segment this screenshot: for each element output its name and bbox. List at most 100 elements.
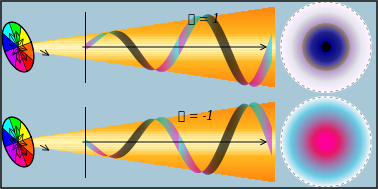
Circle shape [307,28,345,66]
Circle shape [297,18,355,76]
Circle shape [284,5,368,89]
Circle shape [291,107,361,177]
Circle shape [325,46,327,48]
Circle shape [310,31,342,63]
Circle shape [304,120,348,164]
Circle shape [318,39,334,55]
Circle shape [288,104,364,180]
Circle shape [314,131,338,153]
Circle shape [306,27,346,67]
Circle shape [311,127,341,157]
Circle shape [300,21,352,73]
Circle shape [317,133,335,151]
Circle shape [288,9,364,85]
Circle shape [304,25,348,69]
Circle shape [288,104,364,180]
Circle shape [285,6,367,88]
Circle shape [285,101,367,184]
Circle shape [287,8,365,86]
Circle shape [305,26,347,67]
Circle shape [294,15,358,79]
Circle shape [288,9,364,85]
Circle shape [305,26,347,68]
Circle shape [324,45,328,49]
Circle shape [282,98,370,186]
Circle shape [308,29,344,65]
Circle shape [319,135,333,149]
Circle shape [301,117,351,167]
Circle shape [311,127,341,157]
Circle shape [289,105,363,179]
Circle shape [283,99,369,185]
Circle shape [282,98,370,186]
Circle shape [287,7,366,87]
Circle shape [317,133,335,151]
Circle shape [324,45,328,49]
Circle shape [319,40,333,54]
Circle shape [298,114,354,170]
Circle shape [292,13,360,81]
Circle shape [325,141,327,143]
Circle shape [310,125,342,159]
Polygon shape [18,142,34,167]
Polygon shape [5,47,18,68]
Circle shape [307,28,345,66]
Circle shape [284,100,368,184]
Circle shape [310,31,342,63]
Circle shape [300,116,352,168]
Circle shape [287,102,366,182]
Circle shape [313,34,339,60]
Circle shape [297,18,355,76]
Polygon shape [2,128,18,147]
Circle shape [315,36,337,58]
Circle shape [318,39,334,55]
Circle shape [311,32,341,62]
Circle shape [303,24,349,70]
Circle shape [304,25,348,69]
Circle shape [291,12,361,82]
Circle shape [314,36,338,58]
Circle shape [285,6,367,88]
Circle shape [324,140,328,144]
Circle shape [322,138,330,146]
Circle shape [284,100,368,184]
Circle shape [323,139,329,145]
Circle shape [323,44,329,50]
Circle shape [302,118,350,166]
Circle shape [311,127,341,157]
Circle shape [296,17,356,77]
Circle shape [291,12,361,81]
Circle shape [316,132,336,152]
Circle shape [307,123,345,161]
Circle shape [321,42,331,52]
Circle shape [313,34,339,60]
Circle shape [294,110,358,174]
Circle shape [312,33,340,61]
Circle shape [315,131,337,153]
Circle shape [320,136,332,148]
Polygon shape [5,142,18,163]
Circle shape [325,141,327,143]
Circle shape [294,15,358,79]
Circle shape [293,14,359,80]
Circle shape [291,12,361,82]
Circle shape [305,121,347,163]
Circle shape [285,101,367,183]
Circle shape [301,116,352,168]
Circle shape [312,128,340,156]
Circle shape [305,121,347,163]
Circle shape [291,108,361,177]
Circle shape [293,14,359,80]
Circle shape [289,105,363,179]
Circle shape [319,135,333,149]
Circle shape [321,42,332,53]
Circle shape [301,22,351,72]
Circle shape [315,131,337,153]
Circle shape [290,11,362,83]
Circle shape [298,19,354,75]
Circle shape [314,130,338,154]
Circle shape [299,20,353,74]
Circle shape [299,115,353,169]
Circle shape [285,101,367,183]
Circle shape [288,104,364,180]
